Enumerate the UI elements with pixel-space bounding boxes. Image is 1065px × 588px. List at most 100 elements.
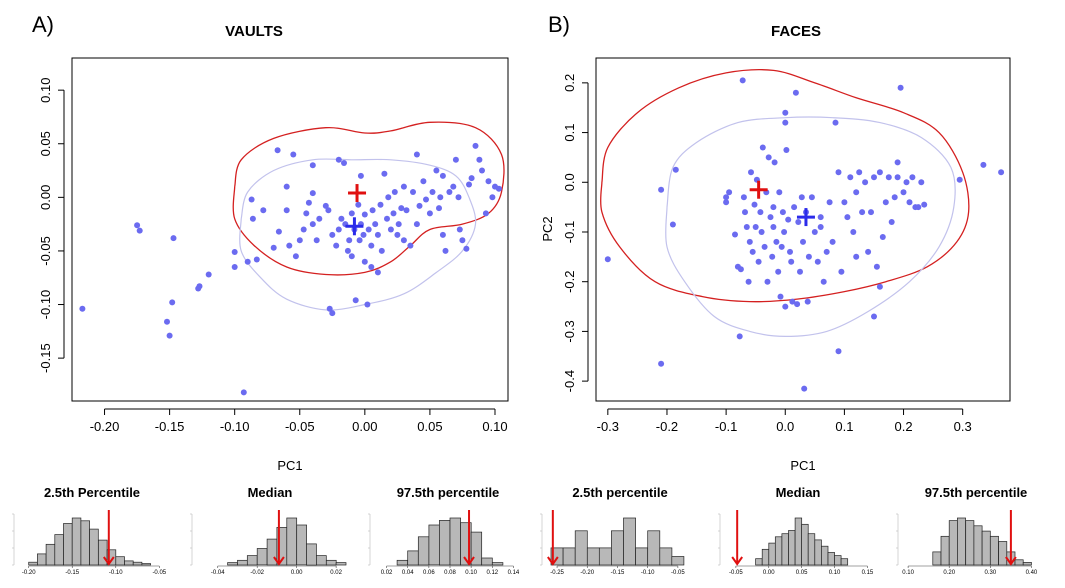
histogram-bar [80,520,90,566]
data-point [764,278,771,285]
histogram-bar [659,547,673,566]
data-point [844,214,851,221]
data-point [485,178,492,185]
histogram-bar [296,524,307,566]
data-point [400,237,407,244]
data-point [325,207,332,214]
histogram-bar [256,548,268,566]
data-point [313,237,320,244]
data-point [459,237,466,244]
data-point [348,253,355,260]
data-point [300,226,307,233]
x-tick-label: 0.05 [796,570,808,576]
data-point [835,348,842,355]
data-point [838,268,845,275]
data-point [770,204,777,211]
data-point [369,207,376,214]
data-point [791,204,798,211]
data-point [871,313,877,320]
data-point [79,305,86,312]
histogram-bar [562,547,576,566]
data-point [783,147,790,153]
data-point [751,201,758,208]
histogram-bar [788,530,796,566]
histogram-bar [647,530,661,566]
blue-density-contour [665,116,956,338]
data-point [381,170,388,177]
data-point [847,174,854,181]
data-point [853,253,860,260]
x-tick-label: -0.10 [109,570,123,576]
data-point [823,248,830,255]
x-tick-label: 0.02 [330,570,342,576]
observed-value-arrow [463,510,475,566]
histogram-bar [834,555,842,566]
vaults-hist-2-5th-percentile: 2.5th Percentile -0.20 -0.15 -0.10 -0.05 [12,485,167,576]
data-point [136,227,143,234]
data-point [400,183,407,190]
histogram-bar [940,535,950,566]
blue-mean-marker [345,217,364,236]
data-point [737,266,744,273]
histogram-bar [981,530,991,566]
data-point [792,89,799,96]
data-point [794,301,801,308]
data-point [897,84,904,91]
data-point [658,360,665,367]
data-point [817,224,824,230]
data-point [767,214,774,221]
vaults-points [79,142,502,396]
histogram-bar [325,559,337,566]
faces-markers [749,180,815,227]
data-point [732,231,738,238]
data-point [782,109,789,116]
hist-y-axis [368,513,371,566]
data-point [364,301,371,308]
data-point [752,224,759,230]
data-point [795,219,802,225]
hist-title: 97.5th percentile [397,485,500,500]
data-point [739,77,746,84]
data-point [759,144,766,151]
histogram-bar [827,552,835,566]
histogram-bar [801,523,809,566]
data-point [374,231,381,238]
data-point [856,169,863,176]
data-point [205,271,212,278]
data-point [169,299,176,306]
histogram-bar [449,517,461,566]
faces-x-label: PC1 [790,458,815,473]
data-point [769,253,776,260]
data-point [305,199,312,206]
data-point [758,229,765,235]
data-point [862,179,869,186]
data-point [871,174,877,181]
x-tick-label: -0.04 [211,570,225,576]
histogram-bar [794,517,803,566]
x-tick-label: -0.1 [715,419,737,434]
histogram-bar [623,517,636,566]
data-point [820,278,827,285]
panel-b-letter: B) [548,12,570,37]
y-tick-label: 0.0 [562,173,577,191]
histogram-bar [286,517,298,566]
x-tick-label: 0.04 [402,570,414,576]
hist-x-axis: 0.10 0.20 0.30 0.40 [902,565,1038,576]
data-point [771,159,778,166]
histogram-bar [989,535,999,566]
histogram-bar [71,517,82,566]
data-point [817,214,824,221]
data-point [361,211,368,218]
panel-a-letter: A) [32,12,54,37]
x-tick-label: -0.10 [220,419,250,434]
data-point [356,237,363,244]
red-density-contour [232,121,505,276]
histogram-bar [124,560,134,566]
x-tick-label: -0.05 [729,570,743,576]
histogram-bar [574,530,588,566]
x-tick-label: 0.06 [423,570,435,576]
hist-y-axis [718,513,721,566]
x-tick-label: 0.10 [902,570,914,576]
histogram-bar [635,547,649,566]
